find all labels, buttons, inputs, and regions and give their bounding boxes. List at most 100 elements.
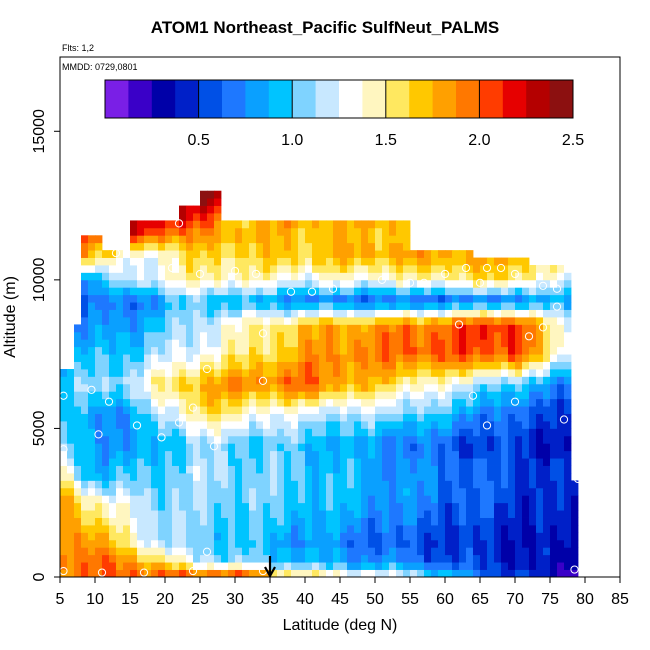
heatmap-cell <box>151 480 159 489</box>
heatmap-cell <box>144 242 152 251</box>
heatmap-cell <box>382 317 390 325</box>
heatmap-cell <box>389 242 397 251</box>
heatmap-cell <box>361 458 369 466</box>
heatmap-cell <box>298 242 306 251</box>
heatmap-cell <box>361 317 369 325</box>
heatmap-cell <box>550 413 558 422</box>
heatmap-cell <box>249 279 257 288</box>
heatmap-cell <box>445 510 453 518</box>
heatmap-cell <box>277 473 285 481</box>
heatmap-cell <box>312 242 320 251</box>
heatmap-cell <box>501 487 509 496</box>
heatmap-cell <box>144 302 152 310</box>
heatmap-cell <box>347 227 355 236</box>
heatmap-cell <box>298 443 306 452</box>
heatmap-cell <box>564 354 572 362</box>
heatmap-cell <box>263 391 271 400</box>
heatmap-cell <box>403 361 411 370</box>
heatmap-cell <box>438 465 446 474</box>
heatmap-cell <box>207 495 215 504</box>
heatmap-cell <box>452 458 460 466</box>
heatmap-cell <box>207 458 215 466</box>
heatmap-cell <box>228 369 236 377</box>
heatmap-cell <box>319 502 327 511</box>
heatmap-cell <box>144 406 152 414</box>
heatmap-cell <box>137 265 145 273</box>
x-tick-label: 55 <box>401 591 419 608</box>
heatmap-cell <box>389 487 397 496</box>
heatmap-cell <box>200 450 208 459</box>
heatmap-cell <box>277 458 285 466</box>
heatmap-cell <box>193 227 201 236</box>
heatmap-cell <box>298 302 306 310</box>
heatmap-cell <box>263 421 271 429</box>
heatmap-cell <box>361 517 369 526</box>
heatmap-cell <box>284 487 292 496</box>
heatmap-cell <box>165 391 173 400</box>
heatmap-cell <box>228 510 236 518</box>
heatmap-cell <box>249 517 257 526</box>
heatmap-cell <box>312 250 320 258</box>
heatmap-cell <box>207 376 215 385</box>
heatmap-cell <box>137 272 145 281</box>
heatmap-cell <box>88 562 96 570</box>
heatmap-cell <box>74 354 82 362</box>
heatmap-cell <box>284 510 292 518</box>
heatmap-cell <box>340 413 348 422</box>
heatmap-cell <box>179 205 187 214</box>
heatmap-cell <box>298 539 306 548</box>
heatmap-cell <box>109 406 117 414</box>
heatmap-cell <box>256 302 264 310</box>
heatmap-cell <box>200 257 208 266</box>
heatmap-cell <box>123 383 131 392</box>
heatmap-cell <box>354 346 362 355</box>
heatmap-cell <box>291 562 299 570</box>
heatmap-cell <box>179 450 187 459</box>
heatmap-cell <box>382 480 390 489</box>
heatmap-cell <box>228 220 236 229</box>
heatmap-cell <box>347 428 355 437</box>
heatmap-cell <box>571 554 579 563</box>
heatmap-cell <box>466 346 474 355</box>
heatmap-cell <box>487 539 495 548</box>
heatmap-cell <box>319 547 327 556</box>
heatmap-cell <box>319 272 327 281</box>
heatmap-cell <box>557 421 565 429</box>
heatmap-cell <box>200 465 208 474</box>
heatmap-cell <box>228 317 236 325</box>
heatmap-cell <box>501 554 509 563</box>
heatmap-cell <box>109 317 117 325</box>
colorbar-tick-label: 1.0 <box>281 132 303 149</box>
heatmap-cell <box>249 406 257 414</box>
heatmap-cell <box>137 547 145 556</box>
heatmap-cell <box>305 532 313 541</box>
heatmap-cell <box>375 331 383 340</box>
heatmap-cell <box>116 443 124 452</box>
heatmap-cell <box>158 331 166 340</box>
heatmap-cell <box>557 458 565 466</box>
heatmap-cell <box>473 517 481 526</box>
heatmap-cell <box>263 302 271 310</box>
heatmap-cell <box>249 317 257 325</box>
heatmap-cell <box>235 235 243 244</box>
heatmap-cell <box>179 317 187 325</box>
heatmap-cell <box>249 443 257 452</box>
heatmap-cell <box>81 302 89 310</box>
heatmap-cell <box>361 287 369 296</box>
heatmap-cell <box>172 569 180 578</box>
heatmap-cell <box>207 198 215 206</box>
heatmap-cell <box>445 428 453 437</box>
heatmap-cell <box>543 510 551 518</box>
heatmap-cell <box>375 242 383 251</box>
heatmap-cell <box>389 517 397 526</box>
heatmap-cell <box>270 539 278 548</box>
heatmap-cell <box>438 554 446 563</box>
heatmap-cell <box>123 361 131 370</box>
heatmap-cell <box>284 235 292 244</box>
heatmap-cell <box>270 547 278 556</box>
heatmap-cell <box>396 294 404 303</box>
heatmap-cell <box>473 294 481 303</box>
heatmap-cell <box>312 413 320 422</box>
heatmap-cell <box>235 287 243 296</box>
heatmap-cell <box>473 421 481 429</box>
